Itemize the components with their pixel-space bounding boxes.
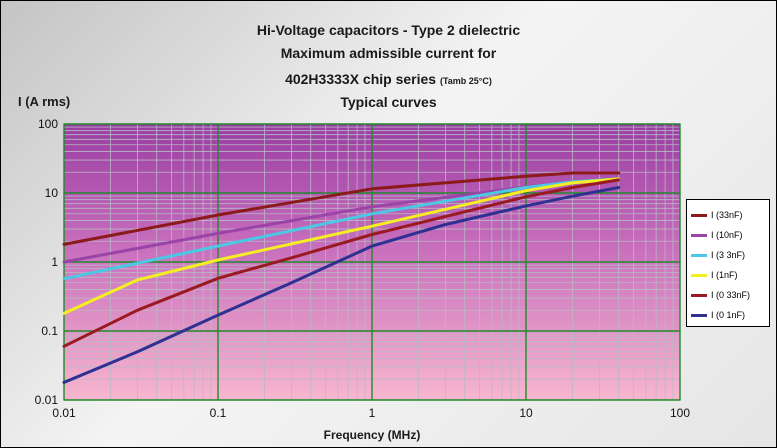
legend-label: I (33nF): [711, 210, 743, 220]
tick-labels: 0.01 0.1 1 10 100 0.01 0.1 1 10 100: [35, 117, 691, 420]
x-tick-label: 100: [670, 406, 690, 420]
legend: I (33nF) I (10nF) I (3 3nF) I (1nF) I (0 33n…: [686, 199, 770, 327]
legend-label: I (0 33nF): [711, 290, 751, 300]
series-line: [62, 177, 621, 315]
chart-title-line-4: Typical curves: [340, 94, 437, 110]
legend-item: I (10nF): [691, 225, 769, 245]
series-lines: [62, 171, 621, 384]
legend-item: I (1nF): [691, 265, 769, 285]
chart-title-line-2: Maximum admissible current for: [280, 45, 497, 61]
y-tick-label: 100: [38, 117, 58, 131]
legend-label: I (0 1nF): [711, 310, 746, 320]
legend-swatch: [691, 253, 707, 257]
legend-item: I (0 1nF): [691, 305, 769, 325]
y-tick-label: 10: [45, 186, 59, 200]
y-tick-label: 0.01: [35, 393, 59, 407]
chart-title-note: (Tamb 25°C): [439, 76, 492, 86]
x-axis-label: Frequency (MHz): [323, 428, 421, 442]
legend-label: I (10nF): [711, 230, 743, 240]
chart-title-line-1: Hi-Voltage capacitors - Type 2 dielectri…: [256, 22, 521, 38]
y-tick-label: 0.1: [41, 324, 58, 338]
series-line: [62, 186, 621, 384]
series-line: [62, 171, 621, 246]
legend-label: I (3 3nF): [711, 250, 746, 260]
legend-label: I (1nF): [711, 270, 738, 280]
legend-item: I (3 3nF): [691, 245, 769, 265]
chart-title-line-3: 402H3333X chip series (Tamb 25°C): [0, 71, 777, 87]
x-tick-label: 10: [519, 406, 533, 420]
y-axis-label: I (A rms): [18, 94, 71, 109]
x-tick-label: 1: [369, 406, 376, 420]
x-tick-label: 0.01: [52, 406, 76, 420]
legend-swatch: [691, 313, 707, 317]
legend-item: I (0 33nF): [691, 285, 769, 305]
y-tick-label: 1: [51, 255, 58, 269]
legend-swatch: [691, 233, 707, 237]
legend-swatch: [691, 213, 707, 217]
series-line: [62, 178, 621, 348]
legend-swatch: [691, 293, 707, 297]
legend-item: I (33nF): [691, 205, 769, 225]
legend-swatch: [691, 273, 707, 277]
x-tick-label: 0.1: [210, 406, 227, 420]
chart-title-series: 402H3333X chip series: [285, 71, 437, 87]
